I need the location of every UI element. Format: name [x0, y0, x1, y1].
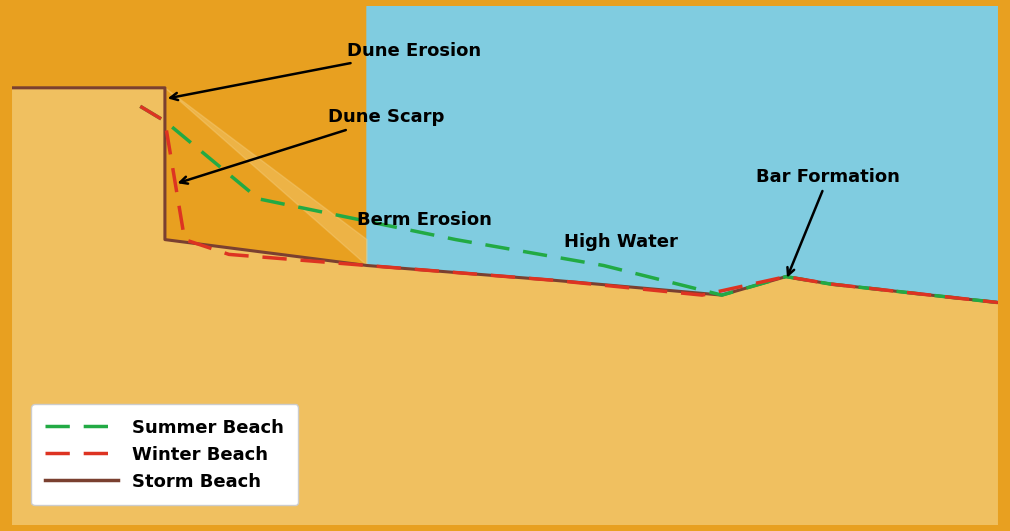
Winter Beach [696, 292, 708, 298]
Winter Beach [134, 103, 146, 109]
Winter Beach [179, 236, 191, 243]
Text: Dune Erosion: Dune Erosion [171, 42, 482, 100]
Storm Beach [992, 299, 1004, 306]
Text: Berm Erosion: Berm Erosion [358, 211, 492, 229]
Storm Beach [159, 236, 171, 243]
Summer Beach [449, 236, 462, 243]
Polygon shape [165, 88, 367, 266]
Summer Beach [992, 299, 1004, 306]
Line: Winter Beach: Winter Beach [140, 106, 998, 303]
Summer Beach [716, 292, 728, 298]
Text: Dune Scarp: Dune Scarp [180, 108, 444, 184]
Storm Beach [824, 281, 836, 287]
Winter Beach [992, 299, 1004, 306]
Storm Beach [716, 292, 728, 298]
Storm Beach [159, 84, 171, 91]
Text: High Water: High Water [565, 233, 678, 251]
Line: Storm Beach: Storm Beach [12, 88, 998, 303]
Storm Beach [361, 262, 373, 269]
Storm Beach [780, 273, 792, 280]
Winter Beach [780, 273, 792, 280]
Winter Beach [824, 281, 836, 287]
Polygon shape [367, 6, 998, 303]
Polygon shape [12, 88, 998, 525]
Winter Beach [361, 262, 373, 269]
Storm Beach [548, 277, 561, 284]
Summer Beach [134, 103, 146, 109]
Summer Beach [824, 281, 836, 287]
Winter Beach [223, 251, 235, 258]
Summer Beach [252, 196, 265, 202]
Line: Summer Beach: Summer Beach [140, 106, 998, 303]
Winter Beach [159, 118, 171, 124]
Storm Beach [6, 84, 18, 91]
Winter Beach [548, 277, 561, 284]
Summer Beach [159, 118, 171, 124]
Polygon shape [12, 88, 367, 525]
Summer Beach [598, 262, 610, 269]
Summer Beach [780, 273, 792, 280]
Legend: Summer Beach, Winter Beach, Storm Beach: Summer Beach, Winter Beach, Storm Beach [31, 404, 298, 505]
Text: Bar Formation: Bar Formation [756, 168, 900, 275]
